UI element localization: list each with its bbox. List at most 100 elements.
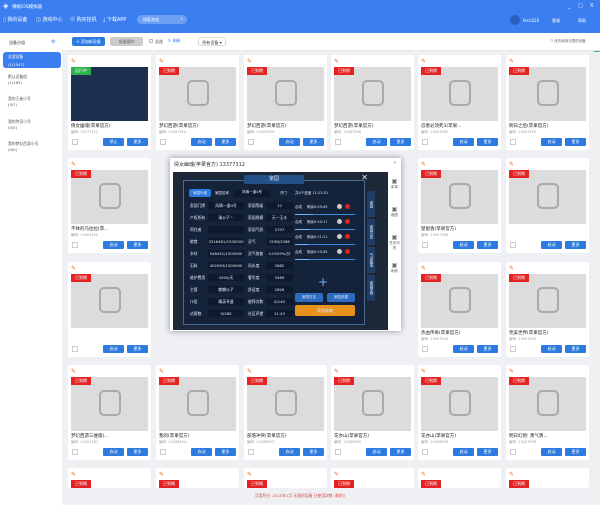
side-tab[interactable]: 家园宠物: [367, 275, 375, 301]
service-link[interactable]: 客服: [552, 18, 560, 23]
edit-icon[interactable]: ✎: [334, 58, 340, 65]
device-checkbox[interactable]: [335, 449, 341, 455]
device-checkbox[interactable]: [72, 449, 78, 455]
edit-icon[interactable]: ✎: [159, 368, 165, 375]
edit-icon[interactable]: ✎: [159, 471, 165, 478]
start-button[interactable]: 启动: [279, 448, 300, 456]
side-tab[interactable]: 家园仓库: [367, 219, 375, 245]
settings-icon[interactable]: ⚙: [51, 39, 56, 45]
batch-dropdown[interactable]: 批量操作: [110, 37, 143, 46]
device-checkbox[interactable]: [160, 449, 166, 455]
cancel-icon[interactable]: [345, 234, 350, 239]
start-button[interactable]: 启动: [541, 241, 562, 249]
start-button[interactable]: 启动: [103, 448, 124, 456]
more-button[interactable]: 更多: [215, 138, 236, 146]
start-button[interactable]: 启动: [103, 241, 124, 249]
edit-icon[interactable]: ✎: [509, 368, 515, 375]
device-checkbox[interactable]: [72, 242, 78, 248]
more-button[interactable]: 更多: [127, 241, 148, 249]
device-screen[interactable]: 已到期: [71, 274, 148, 328]
settings-button[interactable]: 家园设置: [327, 293, 355, 302]
sidebar-item-all[interactable]: 全部设备 (1/1047): [3, 52, 61, 68]
start-button[interactable]: 启动: [191, 138, 212, 146]
edit-icon[interactable]: ✎: [421, 265, 427, 272]
sidebar-item-mh[interactable]: 我的梦幻西游小号 (0/0): [8, 141, 38, 152]
speedup-icon[interactable]: [337, 249, 342, 254]
device-screen[interactable]: 已到期: [159, 67, 236, 121]
start-button[interactable]: 启动: [453, 345, 474, 353]
tool-button[interactable]: ▣ 任务列表: [389, 234, 400, 258]
edit-icon[interactable]: ✎: [247, 471, 253, 478]
edit-icon[interactable]: ✎: [509, 161, 515, 168]
start-button[interactable]: 启动: [103, 345, 124, 353]
more-button[interactable]: 更多: [477, 138, 498, 146]
edit-icon[interactable]: ✎: [509, 265, 515, 272]
more-button[interactable]: 更多: [303, 448, 324, 456]
device-screen[interactable]: 已到期: [421, 274, 498, 328]
device-screen[interactable]: 已到期: [334, 67, 411, 121]
device-screen[interactable]: 已到期: [159, 377, 236, 431]
sidebar-item-default[interactable]: 默认设备组 (1/265): [8, 74, 27, 85]
start-button[interactable]: 启动: [541, 138, 562, 146]
device-screen[interactable]: 已到期: [247, 377, 324, 431]
shop-button[interactable]: 家园商城: [295, 305, 355, 316]
start-button[interactable]: 启动: [366, 448, 387, 456]
appearance-button[interactable]: 家园外观: [189, 189, 211, 197]
game-screen[interactable]: 家园 ✕ 家园外观 家园名称 风情一道4号 开门 家园门牌 风情一道4号 家园等级 1…: [173, 172, 388, 330]
edit-icon[interactable]: ✎: [421, 368, 427, 375]
side-tab[interactable]: 气运聚落: [367, 247, 375, 273]
start-button[interactable]: 启动: [453, 448, 474, 456]
edit-icon[interactable]: ✎: [247, 368, 253, 375]
device-screen[interactable]: 已到期: [509, 274, 586, 328]
nav-game-center[interactable]: ◫ 游戏中心: [36, 16, 62, 23]
add-queue-icon[interactable]: +: [318, 275, 329, 289]
edit-icon[interactable]: ✎: [159, 58, 165, 65]
start-button[interactable]: 启动: [453, 138, 474, 146]
device-checkbox[interactable]: [72, 139, 78, 145]
device-checkbox[interactable]: [422, 346, 428, 352]
tool-button[interactable]: ▣ 菜单: [389, 178, 400, 202]
speedup-icon[interactable]: [337, 234, 342, 239]
stop-button[interactable]: 停止: [103, 138, 124, 146]
edit-icon[interactable]: ✎: [71, 265, 77, 272]
cancel-icon[interactable]: [345, 219, 350, 224]
edit-icon[interactable]: ✎: [334, 471, 340, 478]
edit-icon[interactable]: ✎: [71, 161, 77, 168]
door-toggle[interactable]: 开门: [280, 191, 287, 195]
avatar[interactable]: [510, 15, 520, 25]
device-checkbox[interactable]: [248, 449, 254, 455]
edit-icon[interactable]: ✎: [71, 471, 77, 478]
device-screen[interactable]: 已到期: [247, 67, 324, 121]
device-checkbox[interactable]: [248, 139, 254, 145]
start-button[interactable]: 启动: [279, 138, 300, 146]
edit-icon[interactable]: ✎: [247, 58, 253, 65]
refresh-button[interactable]: ↻ 刷新: [168, 38, 181, 44]
tool-button[interactable]: ▣ 截图: [389, 206, 400, 230]
more-button[interactable]: 更多: [565, 448, 586, 456]
nav-buy[interactable]: ⓠ 购买挂机: [70, 16, 97, 23]
device-screen[interactable]: 已到期: [509, 67, 586, 121]
more-button[interactable]: 更多: [127, 138, 148, 146]
device-checkbox[interactable]: [510, 449, 516, 455]
maximize-button[interactable]: □: [578, 3, 583, 9]
device-checkbox[interactable]: [510, 346, 516, 352]
start-button[interactable]: 启动: [541, 448, 562, 456]
edit-icon[interactable]: ✎: [509, 58, 515, 65]
more-button[interactable]: 更多: [565, 138, 586, 146]
device-screen[interactable]: 已到期: [71, 170, 148, 224]
help-link[interactable]: 帮助: [578, 18, 586, 23]
speedup-icon[interactable]: [337, 204, 342, 209]
device-checkbox[interactable]: [72, 346, 78, 352]
device-screen[interactable]: 已到期: [334, 377, 411, 431]
more-button[interactable]: 更多: [565, 345, 586, 353]
device-checkbox[interactable]: [422, 242, 428, 248]
more-button[interactable]: 更多: [127, 345, 148, 353]
more-button[interactable]: 更多: [477, 241, 498, 249]
device-screen[interactable]: 已到期: [421, 67, 498, 121]
device-window-close[interactable]: ×: [392, 160, 397, 166]
add-device-button[interactable]: + 添加新设备: [72, 37, 105, 46]
more-button[interactable]: 更多: [390, 448, 411, 456]
nav-download-app[interactable]: ⤓ 下载APP: [103, 16, 126, 23]
device-screen[interactable]: 已到期: [509, 377, 586, 431]
device-checkbox[interactable]: [422, 139, 428, 145]
